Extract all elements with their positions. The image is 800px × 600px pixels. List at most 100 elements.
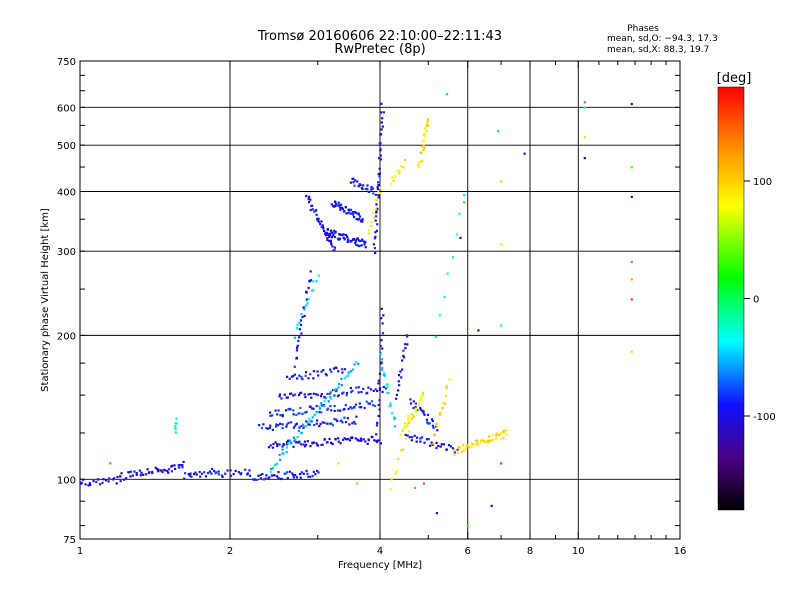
echo-point xyxy=(312,370,315,373)
echo-point xyxy=(361,238,364,241)
echo-point xyxy=(377,414,380,418)
echo-point xyxy=(234,469,237,473)
x-tick-label: 6 xyxy=(465,546,471,557)
echo-point xyxy=(374,198,377,201)
echo-point xyxy=(381,347,384,350)
echo-point xyxy=(167,471,170,474)
echo-point xyxy=(359,184,362,187)
echo-point xyxy=(355,211,358,214)
echo-point xyxy=(309,209,312,212)
echo-point xyxy=(397,374,401,377)
echo-point xyxy=(466,444,469,447)
echo-point xyxy=(351,436,354,439)
axis-ticks: 1 2 4 6 8 10 16 75 100 200 300 400 500 600 750 xyxy=(57,57,686,557)
phases-o-line: mean, sd,O: −94.3, 17.3 xyxy=(607,34,718,44)
echo-point xyxy=(402,349,405,352)
echo-point xyxy=(374,251,377,255)
echo-point xyxy=(373,216,376,219)
echo-point xyxy=(338,204,341,207)
echo-point xyxy=(375,210,378,213)
echo-point xyxy=(435,446,438,450)
echo-point xyxy=(430,418,434,421)
echo-point xyxy=(406,343,409,346)
echo-point xyxy=(408,420,411,423)
echo-point xyxy=(435,422,438,425)
echo-point xyxy=(380,111,383,114)
echo-point xyxy=(345,394,348,397)
echo-point xyxy=(379,344,382,347)
echo-point xyxy=(357,362,360,365)
echo-point xyxy=(155,467,159,471)
echo-point xyxy=(321,224,324,227)
echo-point xyxy=(293,336,297,339)
echo-point xyxy=(317,274,320,277)
echo-point xyxy=(324,231,327,234)
echo-point xyxy=(422,144,425,147)
echo-point xyxy=(330,203,333,206)
echo-point xyxy=(401,359,404,362)
echo-point xyxy=(315,280,318,283)
echo-point xyxy=(298,374,301,377)
echo-point xyxy=(203,471,206,474)
echo-point xyxy=(437,444,440,448)
echo-point xyxy=(452,447,455,450)
echo-point xyxy=(315,209,318,212)
echo-point xyxy=(452,449,455,452)
echo-point xyxy=(324,372,327,376)
echo-point xyxy=(435,441,438,444)
echo-point xyxy=(300,376,303,379)
echo-point xyxy=(378,172,382,175)
echo-point xyxy=(293,439,296,442)
echo-point xyxy=(326,228,329,231)
echo-point xyxy=(420,398,423,401)
y-tick-label: 300 xyxy=(57,247,76,258)
echo-point xyxy=(313,441,316,444)
echo-point xyxy=(179,464,182,467)
echo-point xyxy=(400,376,403,379)
echo-point xyxy=(630,102,633,106)
echo-point xyxy=(376,389,379,393)
echo-point xyxy=(298,392,302,395)
echo-point xyxy=(341,371,344,374)
echo-point xyxy=(277,471,280,474)
echo-point xyxy=(387,391,390,394)
echo-point xyxy=(379,192,382,195)
echo-point xyxy=(311,474,314,478)
echo-point xyxy=(466,524,469,527)
echo-point xyxy=(324,397,327,400)
echo-point xyxy=(292,476,295,479)
echo-point xyxy=(366,391,369,394)
echo-point xyxy=(347,371,350,375)
echo-point xyxy=(500,324,503,327)
echo-point xyxy=(307,421,310,424)
echo-point xyxy=(630,260,633,264)
echo-point xyxy=(423,413,426,416)
echo-point xyxy=(297,339,300,343)
echo-point xyxy=(418,160,421,163)
echo-point xyxy=(428,422,431,425)
echo-point xyxy=(215,471,218,474)
echo-point xyxy=(354,239,358,243)
echo-point xyxy=(330,409,333,412)
echo-point xyxy=(258,424,261,427)
echo-point xyxy=(286,471,289,474)
echo-point xyxy=(87,484,90,487)
echo-point xyxy=(268,476,271,479)
echo-point xyxy=(347,374,350,377)
echo-point xyxy=(307,198,310,201)
x-tick-label: 10 xyxy=(572,546,585,557)
echo-point xyxy=(281,415,284,418)
echo-point xyxy=(378,167,381,170)
echo-point xyxy=(255,478,258,481)
echo-point xyxy=(300,313,303,316)
echo-point xyxy=(404,425,407,428)
echo-point xyxy=(335,418,338,421)
echo-point xyxy=(379,154,382,157)
echo-point xyxy=(523,152,526,155)
echo-point xyxy=(379,186,382,189)
echo-point xyxy=(334,388,337,391)
echo-point xyxy=(329,391,332,394)
echo-point xyxy=(268,426,272,430)
echo-point xyxy=(346,417,349,420)
echo-point xyxy=(321,443,324,446)
